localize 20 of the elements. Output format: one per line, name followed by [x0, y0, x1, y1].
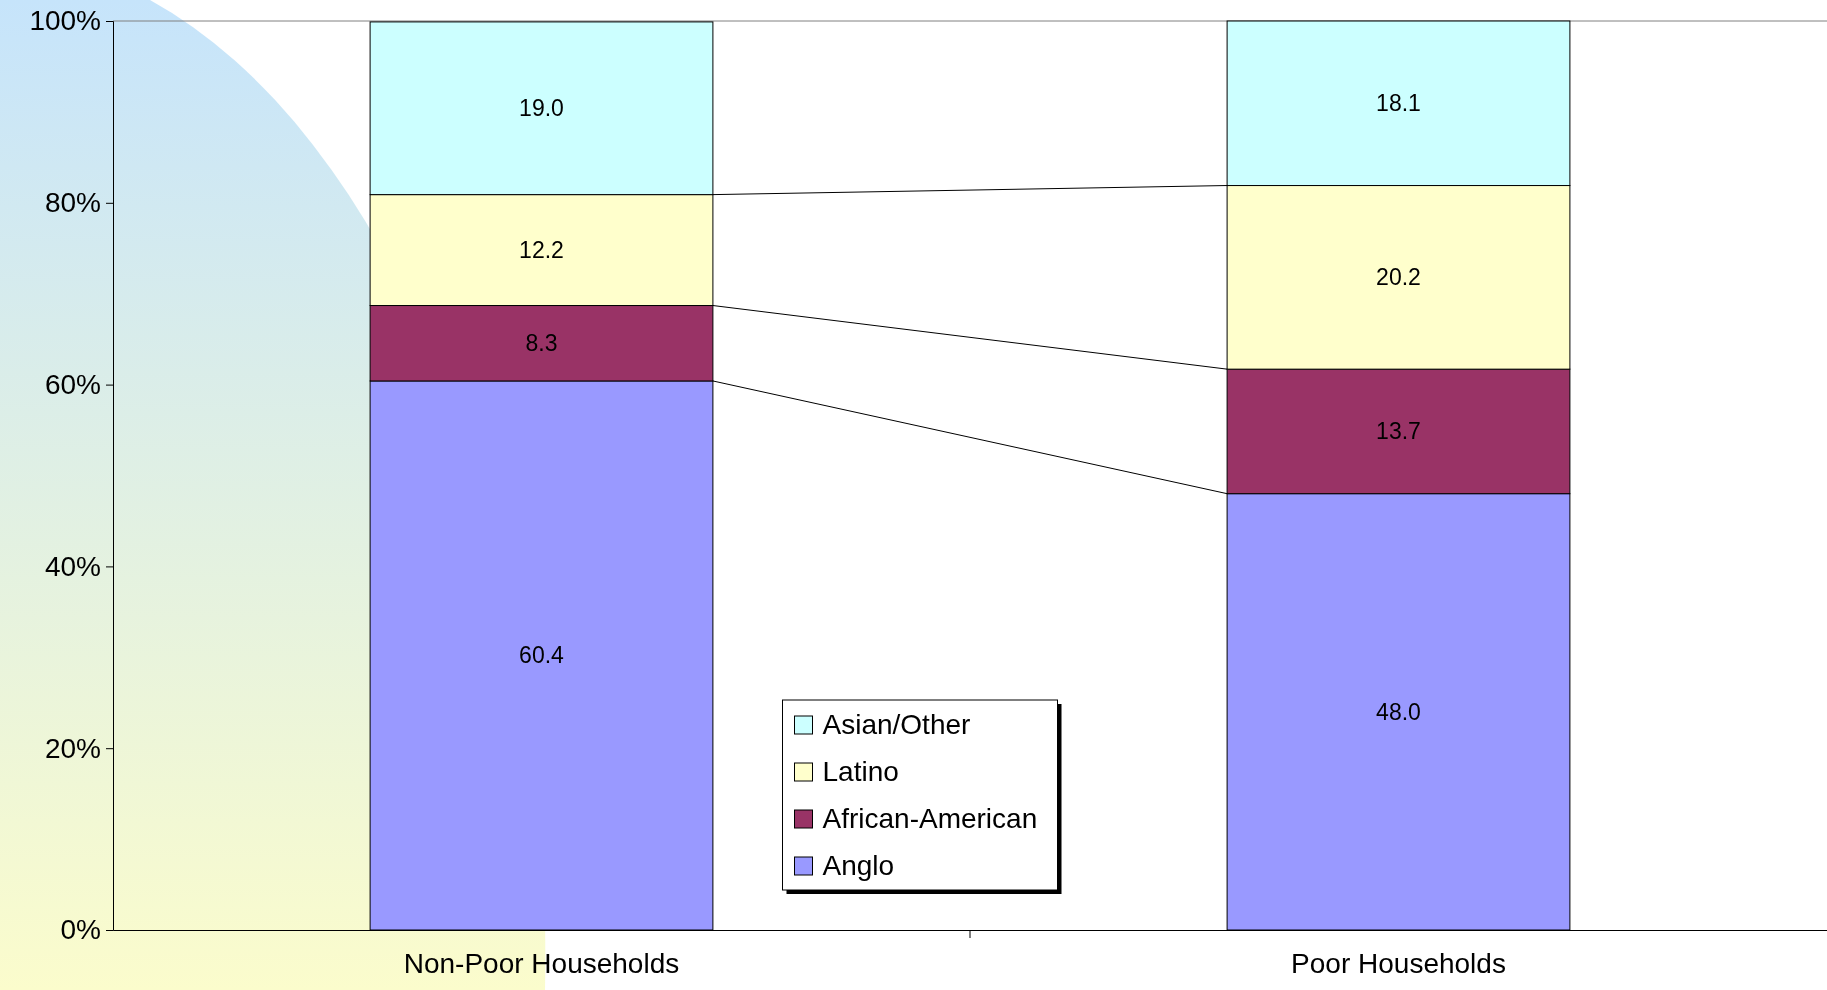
y-tick-label: 40% [44, 550, 101, 582]
x-tick-label: Poor Households [1291, 948, 1506, 979]
data-label: 60.4 [519, 642, 565, 669]
y-tick-label: 100% [29, 5, 101, 37]
data-label: 20.2 [1376, 264, 1421, 291]
data-label: 18.1 [1376, 90, 1421, 117]
data-label: 8.3 [525, 330, 558, 357]
y-tick-label: 0% [60, 914, 101, 946]
y-tick-label: 80% [44, 187, 101, 219]
legend-label: Latino [822, 756, 899, 787]
x-tick-label: Non-Poor Households [403, 948, 680, 979]
data-label: 12.2 [519, 237, 564, 264]
data-label: 19.0 [519, 95, 564, 122]
y-tick-label: 20% [44, 732, 101, 764]
legend-label: Asian/Other [822, 709, 971, 740]
legend-label: Anglo [822, 850, 895, 881]
data-label: 48.0 [1376, 698, 1421, 725]
data-label: 13.7 [1376, 418, 1421, 445]
y-tick-label: 60% [44, 369, 101, 401]
legend-label: African-American [822, 803, 1038, 834]
